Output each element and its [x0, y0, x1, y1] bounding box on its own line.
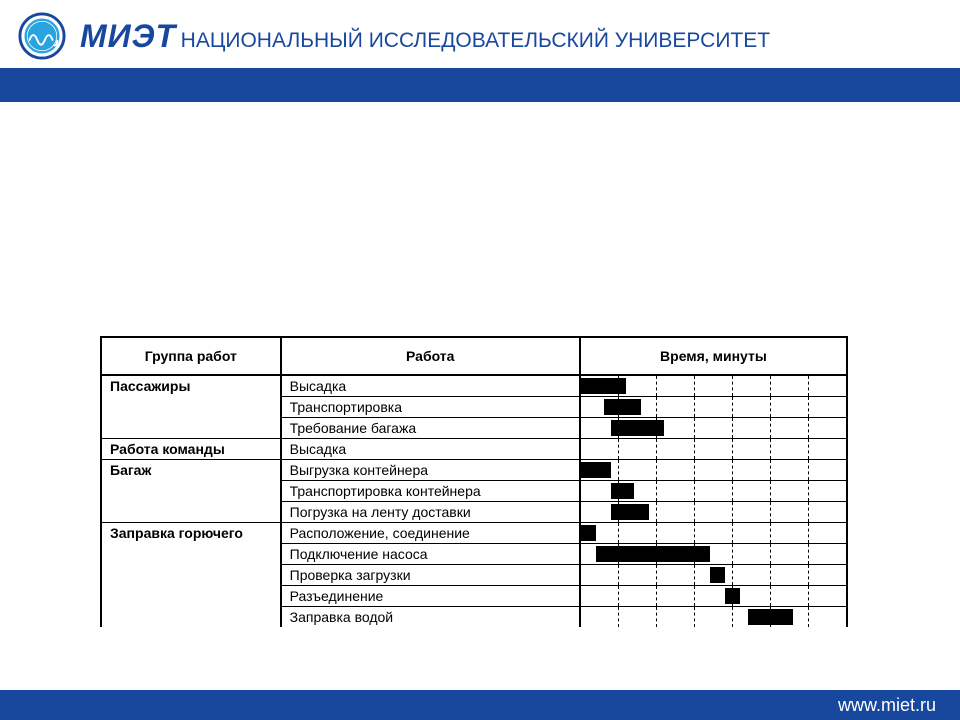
- gantt-container: Группа работ Работа Время, минуты Пассаж…: [100, 336, 848, 627]
- group-cell: [101, 607, 281, 628]
- footer-blue-bar: www.miet.ru: [0, 690, 960, 720]
- group-cell: [101, 481, 281, 502]
- task-cell: Проверка загрузки: [281, 565, 580, 586]
- gantt-bar: [611, 420, 664, 436]
- group-cell: Работа команды: [101, 439, 281, 460]
- table-row: Работа командыВысадка: [101, 439, 847, 460]
- gantt-bar: [581, 462, 611, 478]
- gantt-bar: [725, 588, 740, 604]
- gantt-bar: [604, 399, 642, 415]
- task-cell: Требование багажа: [281, 418, 580, 439]
- miet-logo-icon: [18, 12, 66, 60]
- group-cell: [101, 586, 281, 607]
- time-cell: [580, 375, 847, 397]
- group-cell: [101, 544, 281, 565]
- time-cell: [580, 481, 847, 502]
- task-cell: Подключение насоса: [281, 544, 580, 565]
- group-cell: [101, 565, 281, 586]
- task-cell: Транспортировка контейнера: [281, 481, 580, 502]
- table-row: Подключение насоса: [101, 544, 847, 565]
- table-row: Разъединение: [101, 586, 847, 607]
- col-group: Группа работ: [101, 337, 281, 375]
- table-row: Заправка горючегоРасположение, соединени…: [101, 523, 847, 544]
- time-cell: [580, 565, 847, 586]
- table-row: Заправка водой: [101, 607, 847, 628]
- table-row: Транспортировка контейнера: [101, 481, 847, 502]
- group-cell: Багаж: [101, 460, 281, 481]
- task-cell: Разъединение: [281, 586, 580, 607]
- group-cell: [101, 502, 281, 523]
- time-cell: [580, 397, 847, 418]
- task-cell: Высадка: [281, 375, 580, 397]
- group-cell: Заправка горючего: [101, 523, 281, 544]
- gantt-bar: [611, 483, 634, 499]
- task-cell: Выгрузка контейнера: [281, 460, 580, 481]
- gantt-bar: [710, 567, 725, 583]
- table-row: Транспортировка: [101, 397, 847, 418]
- task-cell: Погрузка на ленту доставки: [281, 502, 580, 523]
- gantt-bar: [596, 546, 710, 562]
- task-cell: Расположение, соединение: [281, 523, 580, 544]
- time-cell: [580, 586, 847, 607]
- gantt-bar: [748, 609, 793, 625]
- table-row: Проверка загрузки: [101, 565, 847, 586]
- table-row: ПассажирыВысадка: [101, 375, 847, 397]
- gantt-table: Группа работ Работа Время, минуты Пассаж…: [100, 336, 848, 627]
- gantt-bar: [581, 378, 626, 394]
- time-cell: [580, 607, 847, 628]
- task-cell: Транспортировка: [281, 397, 580, 418]
- task-cell: Заправка водой: [281, 607, 580, 628]
- footer-url: www.miet.ru: [838, 695, 936, 716]
- col-task: Работа: [281, 337, 580, 375]
- time-cell: [580, 460, 847, 481]
- gantt-bar: [611, 504, 649, 520]
- table-row: Погрузка на ленту доставки: [101, 502, 847, 523]
- table-row: Требование багажа: [101, 418, 847, 439]
- time-cell: [580, 502, 847, 523]
- subtitle-text: НАЦИОНАЛЬНЫЙ ИССЛЕДОВАТЕЛЬСКИЙ УНИВЕРСИТ…: [181, 29, 770, 52]
- task-cell: Высадка: [281, 439, 580, 460]
- group-cell: Пассажиры: [101, 375, 281, 397]
- time-cell: [580, 544, 847, 565]
- header-blue-bar: [0, 68, 960, 102]
- gantt-bar: [581, 525, 596, 541]
- time-cell: [580, 523, 847, 544]
- brand-text: МИЭТ: [80, 18, 176, 54]
- page-header: МИЭТ НАЦИОНАЛЬНЫЙ ИССЛЕДОВАТЕЛЬСКИЙ УНИВ…: [0, 0, 960, 68]
- group-cell: [101, 397, 281, 418]
- group-cell: [101, 418, 281, 439]
- header-title: МИЭТ НАЦИОНАЛЬНЫЙ ИССЛЕДОВАТЕЛЬСКИЙ УНИВ…: [80, 18, 770, 55]
- time-cell: [580, 439, 847, 460]
- table-row: БагажВыгрузка контейнера: [101, 460, 847, 481]
- time-cell: [580, 418, 847, 439]
- col-time: Время, минуты: [580, 337, 847, 375]
